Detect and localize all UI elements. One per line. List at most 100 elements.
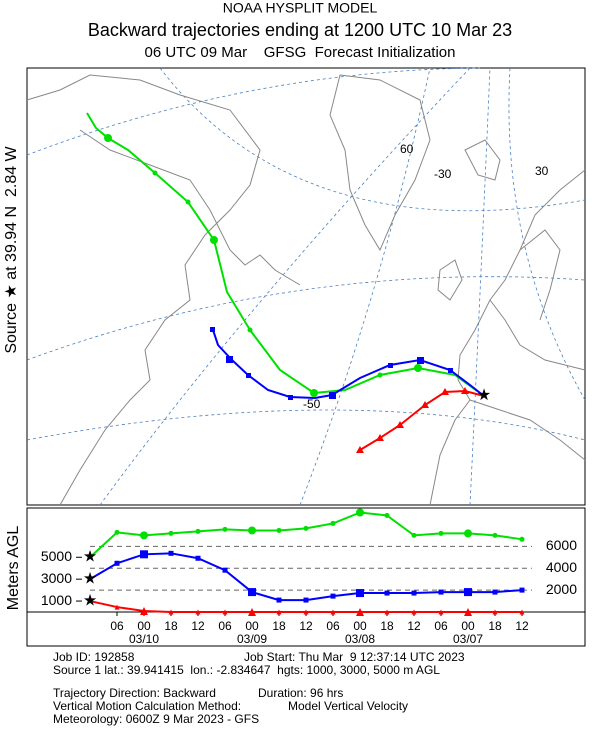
date-label: 03/07 bbox=[453, 632, 483, 646]
x-tick-label: 18 bbox=[380, 619, 394, 633]
point bbox=[492, 609, 498, 615]
date-label: 03/08 bbox=[345, 632, 375, 646]
x-tick-label: 12 bbox=[299, 619, 313, 633]
info: Job ID: 192858 Job Start: Thu Mar 9 12:3… bbox=[53, 650, 465, 726]
point bbox=[330, 609, 336, 615]
trajectory-markers: ★ bbox=[104, 134, 491, 453]
x-tick-label: 18 bbox=[272, 619, 286, 633]
point bbox=[168, 550, 174, 556]
x-tick-label: 00 bbox=[461, 619, 475, 633]
source-star: ★ bbox=[83, 548, 97, 565]
x-tick-label: 18 bbox=[488, 619, 502, 633]
map-frame bbox=[26, 67, 586, 506]
point bbox=[384, 590, 390, 596]
source-star: ★ bbox=[83, 592, 97, 609]
point bbox=[356, 608, 364, 616]
source-star: ★ bbox=[83, 570, 97, 587]
map: 60 -30 30 -50 ★ bbox=[26, 67, 586, 506]
point bbox=[248, 608, 256, 616]
height-plot: 06 00 18 12 06 00 18 12 06 00 18 12 06 00 18 12 03/10 03/… bbox=[27, 508, 585, 646]
title: Backward trajectories ending at 1200 UTC… bbox=[88, 20, 512, 40]
info-text: Vertical Motion Calculation Method: bbox=[53, 699, 241, 713]
point bbox=[168, 609, 174, 615]
x-tick-label: 18 bbox=[164, 619, 178, 633]
point bbox=[492, 589, 498, 595]
y-axis-label: Meters AGL bbox=[5, 526, 22, 611]
grid-label: 60 bbox=[400, 142, 414, 156]
grid-label: -50 bbox=[303, 397, 321, 411]
point bbox=[114, 529, 120, 535]
x-tick-label: 06 bbox=[326, 619, 340, 633]
point bbox=[276, 527, 282, 533]
x-tick-label: 00 bbox=[137, 619, 151, 633]
point bbox=[464, 608, 472, 616]
point bbox=[140, 550, 148, 559]
point bbox=[114, 604, 120, 610]
point bbox=[384, 609, 390, 615]
point bbox=[303, 597, 309, 603]
series-line bbox=[89, 552, 523, 602]
x-tick-label: 12 bbox=[407, 619, 421, 633]
coastlines bbox=[26, 74, 586, 506]
x-tick-label: 00 bbox=[353, 619, 367, 633]
y2-tick-label: 2000 bbox=[546, 581, 577, 597]
x-tick-label: 06 bbox=[218, 619, 232, 633]
point bbox=[114, 560, 120, 566]
y-tick-label: 5000 bbox=[41, 548, 72, 564]
point bbox=[303, 525, 309, 531]
point bbox=[356, 589, 364, 598]
svg-text:★: ★ bbox=[477, 387, 491, 404]
point bbox=[411, 590, 417, 596]
point bbox=[438, 530, 444, 536]
point bbox=[411, 609, 417, 615]
point bbox=[464, 529, 472, 538]
point bbox=[195, 555, 201, 561]
point bbox=[438, 609, 444, 615]
point bbox=[303, 609, 309, 615]
point bbox=[248, 526, 256, 535]
point bbox=[519, 536, 525, 542]
date-label: 03/10 bbox=[129, 632, 159, 646]
y-tick-label: 3000 bbox=[41, 570, 72, 586]
point bbox=[195, 528, 201, 534]
trajectory-5000 bbox=[86, 112, 485, 397]
info-text: Source 1 lat.: 39.941415 lon.: -2.834647… bbox=[53, 663, 440, 677]
point bbox=[168, 530, 174, 536]
point bbox=[411, 532, 417, 538]
point bbox=[195, 609, 201, 615]
x-tick-label: 06 bbox=[110, 619, 124, 633]
date-label: 03/09 bbox=[237, 632, 267, 646]
title-line: NOAA HYSPLIT MODEL bbox=[223, 0, 378, 16]
point bbox=[276, 597, 282, 603]
x-tick-label: 06 bbox=[434, 619, 448, 633]
info-text: Model Vertical Velocity bbox=[288, 699, 408, 713]
point bbox=[248, 588, 256, 597]
point bbox=[276, 609, 282, 615]
point bbox=[519, 609, 525, 615]
point bbox=[330, 520, 336, 526]
point bbox=[330, 593, 336, 599]
subtitle: 06 UTC 09 Mar GFSG Forecast Initializati… bbox=[145, 44, 456, 61]
info-text: Meteorology: 0600Z 9 Mar 2023 - GFS bbox=[53, 712, 259, 726]
point bbox=[140, 531, 148, 540]
y-tick-label: 1000 bbox=[41, 592, 72, 608]
y2-tick-label: 4000 bbox=[546, 559, 577, 575]
height-frame bbox=[26, 507, 586, 647]
info-text: Job Start: Thu Mar 9 12:37:14 UTC 2023 bbox=[244, 650, 465, 664]
trajectory-3000 bbox=[212, 329, 485, 400]
x-tick-label: 12 bbox=[191, 619, 205, 633]
x-tick-label: 00 bbox=[245, 619, 259, 633]
point bbox=[222, 567, 228, 573]
point bbox=[140, 607, 148, 616]
y2-tick-label: 6000 bbox=[546, 537, 577, 553]
point bbox=[222, 609, 228, 615]
point bbox=[519, 587, 525, 593]
point bbox=[356, 508, 364, 517]
grid-label: 30 bbox=[535, 164, 549, 178]
point bbox=[438, 589, 444, 595]
x-tick-label: 12 bbox=[515, 619, 529, 633]
point bbox=[384, 512, 390, 518]
info-text: Duration: 96 hrs bbox=[258, 686, 343, 700]
info-text: Trajectory Direction: Backward bbox=[53, 686, 216, 700]
